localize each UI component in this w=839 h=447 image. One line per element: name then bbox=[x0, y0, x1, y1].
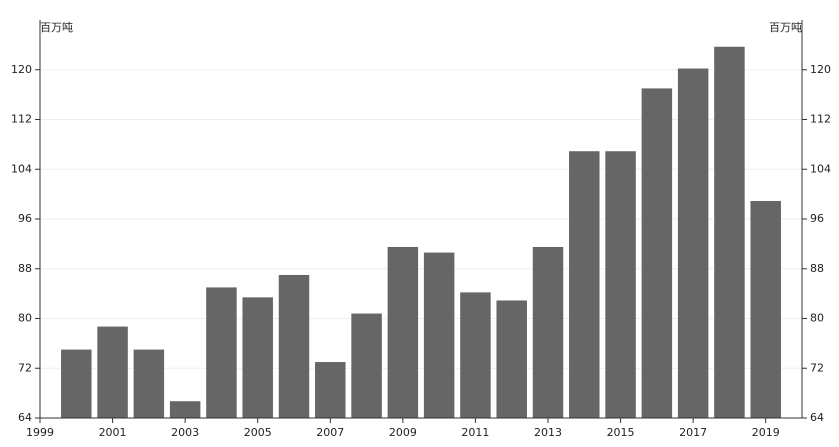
x-tick-label: 2013 bbox=[534, 426, 562, 439]
bar bbox=[750, 200, 781, 418]
y-axis-unit: 百万吨 bbox=[40, 21, 73, 34]
x-tick-label: 2005 bbox=[244, 426, 272, 439]
y2-tick-label: 72 bbox=[810, 361, 824, 374]
bar bbox=[97, 326, 128, 418]
bar bbox=[242, 297, 273, 418]
x-tick-label: 1999 bbox=[26, 426, 54, 439]
y2-tick-label: 80 bbox=[810, 312, 824, 325]
bar bbox=[133, 349, 165, 418]
y2-tick-label: 104 bbox=[810, 162, 831, 175]
x-tick-label: 2015 bbox=[607, 426, 635, 439]
x-tick-label: 2001 bbox=[99, 426, 127, 439]
y-tick-label: 80 bbox=[18, 312, 32, 325]
y-tick-label: 72 bbox=[18, 361, 32, 374]
bar bbox=[423, 252, 455, 418]
bar bbox=[496, 300, 527, 418]
bar bbox=[169, 401, 201, 418]
bar bbox=[677, 68, 709, 418]
y-tick-label: 120 bbox=[11, 63, 32, 76]
bar bbox=[315, 362, 346, 418]
bar bbox=[532, 246, 564, 418]
y2-tick-label: 112 bbox=[810, 113, 831, 126]
y2-tick-label: 96 bbox=[810, 212, 824, 225]
bar bbox=[714, 46, 745, 418]
x-tick-label: 2017 bbox=[679, 426, 707, 439]
y-tick-label: 112 bbox=[11, 113, 32, 126]
bar bbox=[61, 349, 92, 418]
x-tick-label: 2009 bbox=[389, 426, 417, 439]
bar bbox=[278, 274, 310, 418]
bar bbox=[387, 246, 419, 418]
bar bbox=[641, 88, 673, 418]
x-tick-label: 2007 bbox=[316, 426, 344, 439]
bar bbox=[206, 287, 237, 418]
x-tick-label: 2019 bbox=[752, 426, 780, 439]
bar bbox=[569, 151, 600, 418]
y2-tick-label: 120 bbox=[810, 63, 831, 76]
y2-axis-unit: 百万吨 bbox=[769, 21, 802, 34]
y2-tick-label: 64 bbox=[810, 411, 824, 424]
bar bbox=[460, 292, 491, 418]
y-tick-label: 96 bbox=[18, 212, 32, 225]
y2-tick-label: 88 bbox=[810, 262, 824, 275]
bar bbox=[605, 151, 636, 418]
x-tick-label: 2003 bbox=[171, 426, 199, 439]
y-tick-label: 104 bbox=[11, 162, 32, 175]
y-tick-label: 64 bbox=[18, 411, 32, 424]
bar bbox=[351, 313, 382, 418]
y-tick-label: 88 bbox=[18, 262, 32, 275]
x-tick-label: 2011 bbox=[461, 426, 489, 439]
